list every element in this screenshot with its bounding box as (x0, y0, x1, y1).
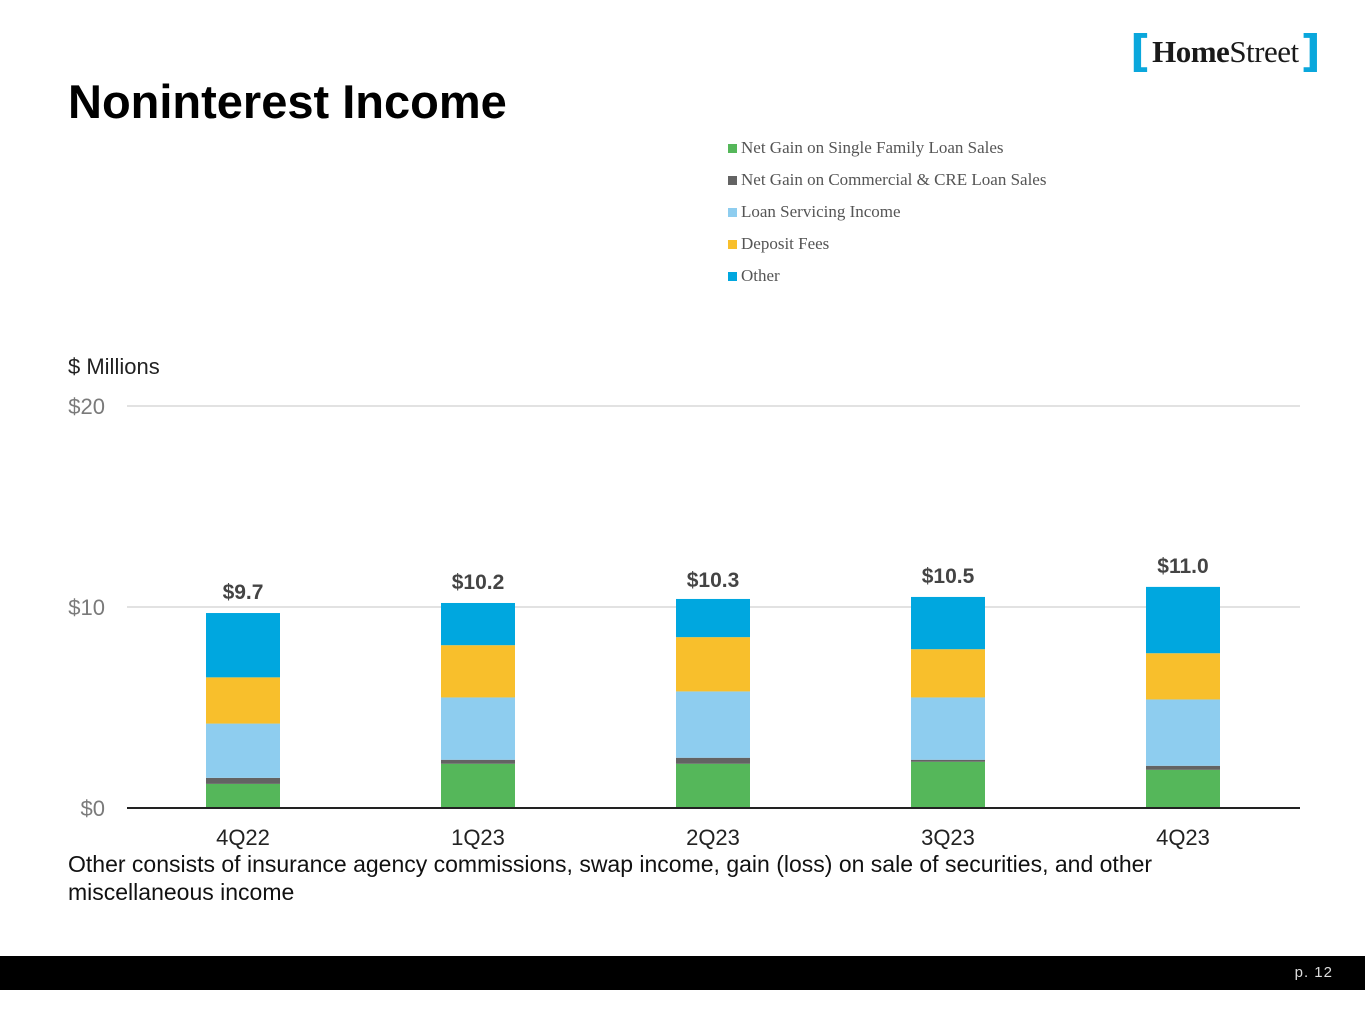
x-tick-label: 4Q22 (216, 825, 270, 850)
bar-total-label: $10.2 (452, 571, 505, 594)
logo-text-regular: Street (1229, 34, 1299, 69)
legend-item: Net Gain on Single Family Loan Sales (728, 132, 1046, 164)
y-tick-label: $10 (68, 595, 105, 620)
legend-label: Net Gain on Single Family Loan Sales (741, 138, 1004, 157)
bar-segment (206, 613, 280, 678)
footer-bar: p. 12 (0, 956, 1365, 990)
bar-segment (676, 637, 750, 692)
legend-item: Net Gain on Commercial & CRE Loan Sales (728, 164, 1046, 196)
legend-item: Loan Servicing Income (728, 196, 1046, 228)
x-tick-label: 3Q23 (921, 825, 975, 850)
bar-segment (911, 761, 985, 808)
bar-segment (441, 697, 515, 760)
bar-segment (676, 757, 750, 764)
x-tick-label: 2Q23 (686, 825, 740, 850)
bar-total-label: $10.5 (922, 565, 975, 588)
bar-segment (441, 759, 515, 764)
legend-label: Loan Servicing Income (741, 202, 901, 221)
bar-segment (1146, 769, 1220, 808)
logo-left-bracket: [ (1130, 26, 1151, 77)
bar-segment (441, 602, 515, 646)
legend-swatch (728, 143, 737, 153)
logo-wordmark: HomeStreet (1152, 34, 1299, 70)
company-logo: [ HomeStreet ] (1130, 30, 1321, 74)
legend-label: Other (741, 266, 780, 285)
legend-label: Deposit Fees (741, 234, 830, 253)
bar-total-label: $9.7 (223, 581, 264, 604)
bar-segment (1146, 653, 1220, 700)
legend-swatch (728, 175, 737, 185)
bar-segment (911, 759, 985, 762)
bar-total-label: $10.3 (687, 569, 740, 592)
bar-segment (441, 763, 515, 808)
x-tick-label: 4Q23 (1156, 825, 1210, 850)
bar-segment (911, 697, 985, 760)
bar-segment (206, 723, 280, 778)
footnote: Other consists of insurance agency commi… (68, 851, 1153, 905)
bar-segment (206, 783, 280, 808)
bar-segment (441, 645, 515, 698)
units-label: $ Millions (68, 354, 160, 379)
bar-total-label: $11.0 (1157, 555, 1208, 578)
bar-segment (911, 596, 985, 650)
bar-segment (206, 777, 280, 784)
page-title: Noninterest Income (68, 75, 507, 128)
y-tick-label: $0 (81, 796, 105, 821)
logo-text-bold: Home (1152, 34, 1230, 69)
legend-swatch (728, 207, 737, 217)
legend-item: Other (728, 260, 1046, 292)
legend-label: Net Gain on Commercial & CRE Loan Sales (741, 170, 1047, 189)
noninterest-income-chart: $0 $10 $20 $9.7 4Q22 $10.2 1Q23 $10.3 2Q23 $10.5 3… (68, 394, 1300, 850)
bar-segment (1146, 699, 1220, 766)
chart-legend: Net Gain on Single Family Loan Sales Net … (728, 132, 1046, 292)
bar-segment (676, 763, 750, 808)
y-tick-label: $20 (68, 394, 105, 419)
bar-segment (206, 677, 280, 724)
legend-swatch (728, 239, 737, 249)
bar-segment (1146, 765, 1220, 770)
legend-item: Deposit Fees (728, 228, 1046, 260)
page-number: p. 12 (1294, 964, 1333, 981)
bar-segment (911, 649, 985, 698)
logo-right-bracket: ] (1300, 26, 1321, 77)
legend-swatch (728, 271, 737, 281)
x-tick-label: 1Q23 (451, 825, 505, 850)
bar-segment (676, 598, 750, 638)
bar-segment (676, 691, 750, 758)
bar-segment (1146, 586, 1220, 654)
